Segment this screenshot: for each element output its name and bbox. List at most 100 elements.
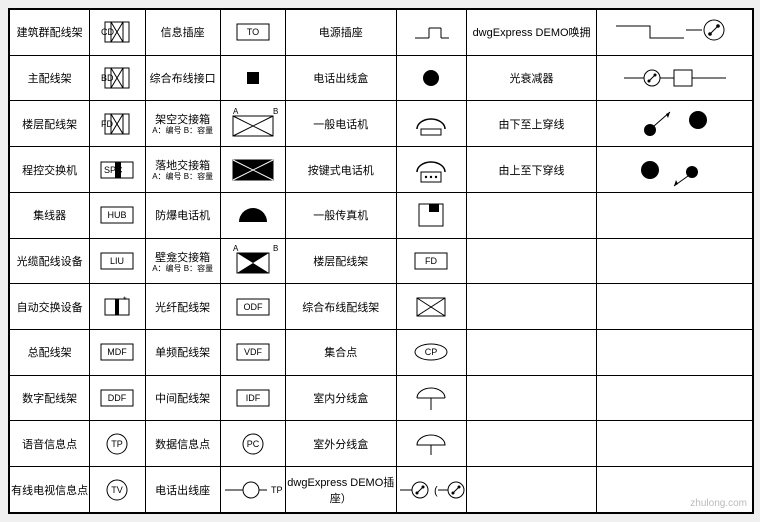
- label-cell: 光纤配线架: [145, 284, 220, 330]
- umbrella-icon: [398, 384, 465, 412]
- label-cell: 中间配线架: [145, 375, 220, 421]
- cell-text: 架空交接箱: [155, 114, 210, 126]
- odf-box-icon: ODF: [222, 296, 284, 318]
- pc-circle-icon: PC: [222, 431, 284, 457]
- symbol-cell: [220, 192, 285, 238]
- label-cell: 信息插座: [145, 10, 220, 56]
- to-box-icon: TO: [222, 21, 284, 43]
- cell-text: 总配线架: [28, 347, 72, 359]
- symbol-cell: [597, 10, 753, 56]
- cell-text: 信息插座: [161, 27, 205, 39]
- label-cell: 建筑群配线架: [10, 10, 90, 56]
- svg-text:DDF: DDF: [108, 393, 127, 403]
- attenuator-icon: [598, 64, 751, 92]
- hook-icon: [598, 16, 751, 48]
- cell-text: 数据信息点: [155, 439, 210, 451]
- cell-text: dwgExpress DEMO唤拥: [473, 27, 591, 39]
- label-cell: 落地交接箱A：编号 B：容量: [145, 147, 220, 193]
- svg-text:A: A: [233, 107, 239, 116]
- symbol-cell: TP: [220, 467, 285, 513]
- symbol-cell: [396, 421, 466, 467]
- cell-text: 语音信息点: [22, 439, 77, 451]
- label-cell: 集合点: [286, 330, 396, 376]
- fd-rack-icon: FD: [91, 109, 143, 139]
- label-cell: 单频配线架: [145, 330, 220, 376]
- svg-text:FD: FD: [101, 119, 113, 129]
- symbol-cell: VDF: [220, 330, 285, 376]
- empty-cell: [466, 192, 597, 238]
- hourglass-icon: AB: [222, 243, 284, 279]
- label-cell: 室外分线盒: [286, 421, 396, 467]
- socket-icon: [398, 20, 465, 44]
- symbol-cell: MDF: [90, 330, 145, 376]
- symbol-cell: IDF: [220, 375, 285, 421]
- vdf-box-icon: VDF: [222, 341, 284, 363]
- symbol-cell: CD: [90, 10, 145, 56]
- floppy-icon: [398, 200, 465, 230]
- symbol-cell: TO: [220, 10, 285, 56]
- cell-text: 主配线架: [28, 73, 72, 85]
- tp-circle-icon: TP: [91, 431, 143, 457]
- cell-text: 楼层配线架: [313, 256, 368, 268]
- label-cell: dwgExpress DEMO插座）: [286, 467, 396, 513]
- split-box-icon: *: [91, 295, 143, 319]
- cell-text: 集合点: [324, 347, 357, 359]
- cell-text: 落地交接箱: [155, 160, 210, 172]
- svg-text:IDF: IDF: [246, 393, 261, 403]
- symbol-cell: DDF: [90, 375, 145, 421]
- label-cell: 综合布线配线架: [286, 284, 396, 330]
- label-cell: 一般传真机: [286, 192, 396, 238]
- empty-cell: [466, 330, 597, 376]
- ddf-box-icon: DDF: [91, 387, 143, 409]
- symbol-cell: AB: [220, 238, 285, 284]
- symbol-cell: [396, 284, 466, 330]
- label-cell: 有线电视信息点: [10, 467, 90, 513]
- svg-text:CD: CD: [101, 27, 114, 37]
- label-cell: 语音信息点: [10, 421, 90, 467]
- label-cell: 防爆电话机: [145, 192, 220, 238]
- label-cell: 由下至上穿线: [466, 101, 597, 147]
- xbox-small-icon: [398, 294, 465, 320]
- empty-cell: [466, 421, 597, 467]
- cell-text: 室外分线盒: [313, 439, 368, 451]
- symbol-cell: [396, 55, 466, 101]
- symbol-cell: [396, 192, 466, 238]
- svg-text:A: A: [233, 244, 239, 253]
- label-cell: 电源插座: [286, 10, 396, 56]
- phone-keys-icon: [398, 154, 465, 186]
- label-cell: 光缆配线设备: [10, 238, 90, 284]
- cell-text: 数字配线架: [22, 393, 77, 405]
- cd-rack-icon: CD: [91, 17, 143, 47]
- empty-cell: [466, 284, 597, 330]
- cell-text: 楼层配线架: [22, 119, 77, 131]
- cell-text: 中间配线架: [155, 393, 210, 405]
- svg-text:VDF: VDF: [244, 347, 263, 357]
- cell-text: 室内分线盒: [313, 393, 368, 405]
- dual-eye-icon: (: [398, 479, 465, 501]
- cell-text: 自动交换设备: [17, 302, 83, 314]
- liu-box-icon: LIU: [91, 250, 143, 272]
- svg-text:TP: TP: [112, 439, 124, 449]
- cell-text: 一般传真机: [313, 210, 368, 222]
- fd-box-icon: FD: [398, 250, 465, 272]
- label-cell: 楼层配线架: [286, 238, 396, 284]
- empty-cell: [597, 284, 753, 330]
- symbol-cell: [396, 147, 466, 193]
- symbol-cell: [220, 147, 285, 193]
- half-dome-icon: [222, 202, 284, 228]
- svg-text:LIU: LIU: [110, 256, 124, 266]
- cell-text: 综合布线配线架: [302, 302, 379, 314]
- svg-text:MDF: MDF: [108, 347, 128, 357]
- svg-text:*: *: [123, 295, 127, 305]
- cell-text: 由下至上穿线: [499, 119, 565, 131]
- cell-subtext: A：编号 B：容量: [147, 127, 219, 136]
- label-cell: 室内分线盒: [286, 375, 396, 421]
- symbol-cell: FD: [90, 101, 145, 147]
- cell-subtext: A：编号 B：容量: [147, 265, 219, 274]
- svg-text:B: B: [273, 107, 278, 116]
- symbol-cell: (: [396, 467, 466, 513]
- symbol-cell: *: [90, 284, 145, 330]
- xbox-black-icon: [222, 154, 284, 186]
- cell-text: 按键式电话机: [308, 165, 374, 177]
- label-cell: 电话出线座: [145, 467, 220, 513]
